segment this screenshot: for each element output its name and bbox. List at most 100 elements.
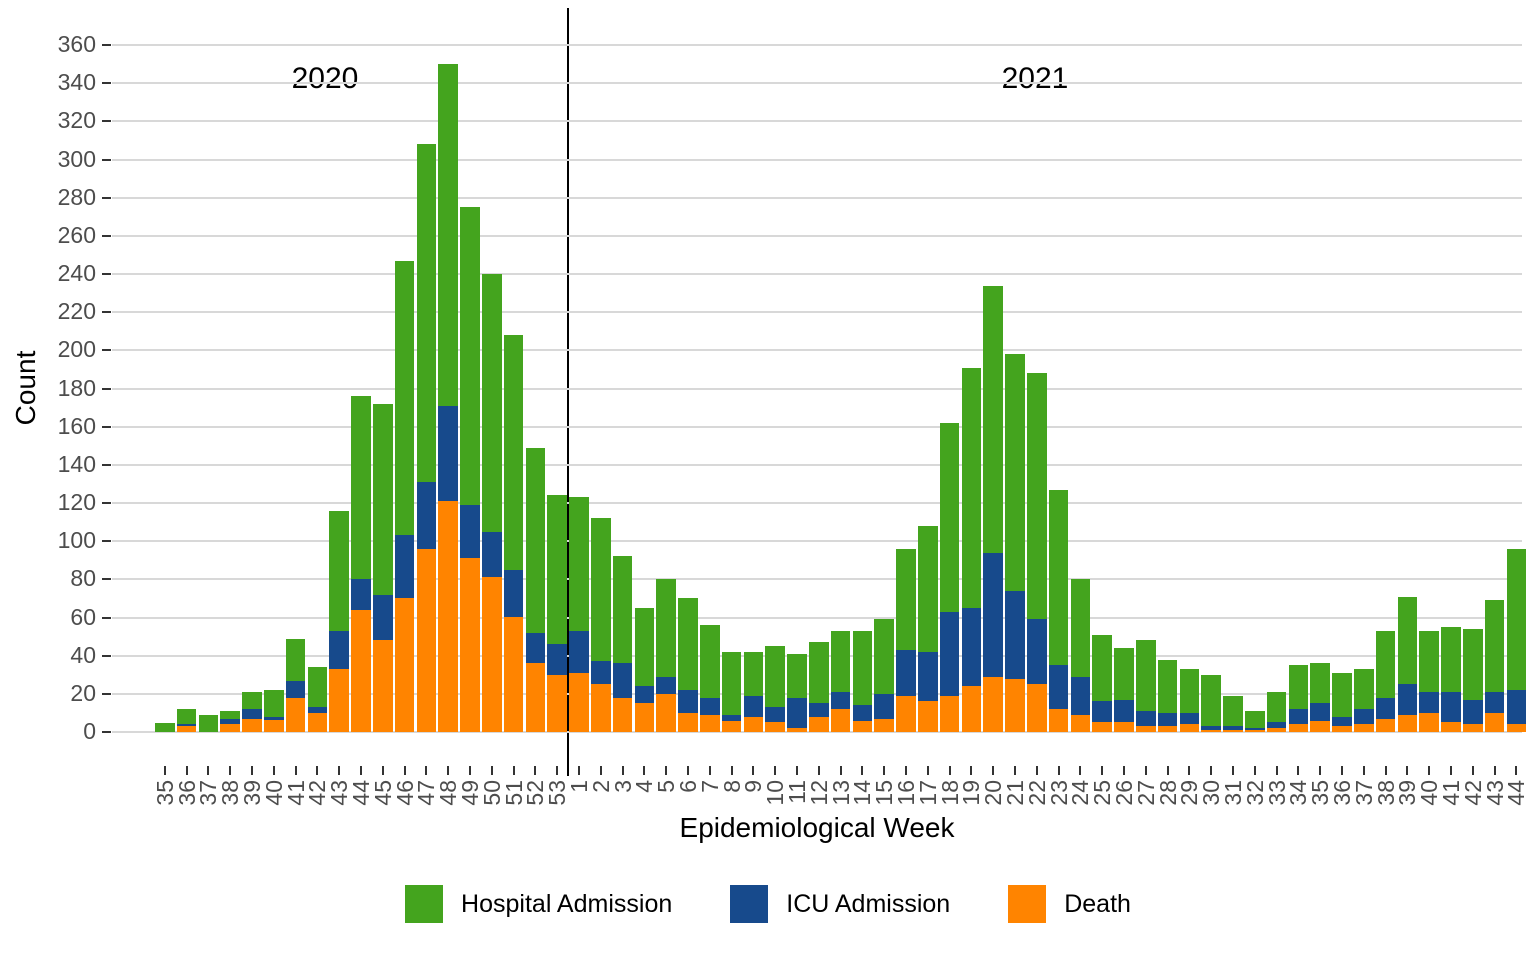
icu-admission-segment: [1245, 728, 1265, 731]
death-segment: [830, 709, 851, 732]
bar-2021-w34: [1288, 665, 1309, 732]
y-tick-label-20: 20: [70, 679, 96, 706]
hospital-admission-segment: [482, 274, 502, 532]
gridline-y-260: [112, 234, 1522, 237]
death-segment: [700, 714, 720, 732]
bar-2021-w30: [1201, 674, 1221, 732]
death-segment: [438, 501, 458, 732]
legend-swatch-2: [1008, 885, 1047, 923]
icu-admission-segment: [1310, 703, 1330, 721]
icu-admission-segment: [1136, 710, 1156, 727]
hospital-admission-segment: [1354, 669, 1374, 710]
y-tick-340: [102, 82, 111, 85]
death-segment: [1397, 714, 1418, 732]
y-tick-label-300: 300: [57, 145, 96, 172]
bar-2021-w24: [1070, 579, 1091, 732]
hospital-admission-segment: [1245, 711, 1265, 729]
x-tick-2021-w38: [1384, 766, 1387, 775]
icu-admission-segment: [264, 716, 284, 721]
bar-2021-w43: [1484, 600, 1505, 732]
hospital-admission-segment: [1092, 634, 1112, 702]
icu-admission-segment: [285, 680, 306, 698]
x-tick-2021-w42: [1471, 766, 1474, 775]
x-tick-2021-w43: [1493, 766, 1496, 775]
death-segment: [787, 728, 807, 732]
bar-2021-w42: [1463, 629, 1483, 732]
bar-2021-w38: [1375, 630, 1396, 732]
death-segment: [1027, 684, 1047, 732]
death-segment: [264, 720, 284, 732]
hospital-admission-segment: [1484, 600, 1505, 692]
y-tick-label-340: 340: [57, 69, 96, 96]
death-segment: [176, 726, 197, 732]
legend-item-hospital-admission: Hospital Admission: [405, 885, 672, 923]
x-tick-2021-w12: [817, 766, 820, 775]
bar-2021-w5: [656, 579, 676, 732]
hospital-admission-segment: [242, 691, 262, 710]
y-tick-140: [102, 463, 111, 466]
death-segment: [1201, 730, 1221, 732]
y-tick-label-60: 60: [70, 603, 96, 630]
bar-2021-w20: [983, 285, 1003, 733]
x-tick-2020-w49: [469, 766, 471, 775]
icu-admission-segment: [460, 504, 480, 559]
hospital-admission-segment: [678, 598, 698, 690]
death-segment: [1223, 729, 1243, 732]
x-tick-2021-w14: [861, 766, 864, 775]
death-segment: [1441, 722, 1461, 732]
icu-admission-segment: [787, 697, 807, 729]
x-tick-2020-w44: [360, 766, 362, 775]
icu-admission-segment: [1114, 699, 1134, 723]
bar-2021-w21: [1005, 354, 1025, 732]
legend-item-icu-admission: ICU Admission: [730, 885, 950, 923]
bar-2021-w27: [1136, 640, 1156, 732]
death-segment: [918, 701, 938, 732]
bar-2021-w36: [1332, 672, 1352, 732]
x-tick-2021-w29: [1188, 766, 1191, 775]
gridline-y-220: [112, 311, 1522, 314]
icu-admission-segment: [176, 724, 197, 727]
x-tick-2020-w51: [512, 766, 515, 775]
icu-admission-segment: [1484, 691, 1505, 713]
legend-swatch-1: [730, 885, 769, 923]
x-tick-2021-w16: [905, 766, 907, 775]
icu-admission-segment: [678, 689, 698, 713]
gridline-y-60: [112, 616, 1522, 619]
x-tick-2021-w30: [1210, 766, 1213, 775]
bar-2020-w40: [264, 690, 284, 732]
bar-2021-w14: [852, 630, 873, 732]
bar-2021-w13: [830, 630, 851, 732]
icu-admission-segment: [1048, 665, 1069, 710]
death-segment: [1092, 722, 1112, 732]
gridline-y-100: [112, 540, 1522, 543]
bar-2020-w35: [155, 722, 175, 732]
hospital-admission-segment: [634, 608, 655, 687]
death-segment: [1266, 728, 1287, 732]
hospital-admission-segment: [373, 403, 393, 595]
hospital-admission-segment: [1223, 695, 1243, 727]
hospital-admission-segment: [1506, 548, 1527, 690]
x-tick-2021-w27: [1144, 766, 1147, 775]
bar-2020-w46: [394, 260, 415, 732]
icu-admission-segment: [656, 676, 676, 694]
death-segment: [220, 724, 240, 732]
death-segment: [1332, 726, 1352, 732]
x-tick-2021-w28: [1166, 766, 1169, 775]
x-tick-2021-w37: [1362, 766, 1365, 775]
bar-2021-w39: [1397, 596, 1418, 733]
death-segment: [1048, 709, 1069, 732]
gridline-y-120: [112, 502, 1522, 504]
death-segment: [721, 720, 742, 732]
icu-admission-segment: [1419, 691, 1439, 713]
x-tick-2021-w25: [1101, 766, 1104, 775]
x-axis-title: Epidemiological Week: [679, 812, 955, 843]
bar-2020-w48: [438, 64, 458, 732]
x-tick-2021-w3: [621, 766, 624, 775]
gridline-y-360: [112, 44, 1522, 46]
gridline-y-80: [112, 578, 1522, 581]
bar-2020-w45: [373, 403, 393, 732]
hospital-admission-segment: [1157, 659, 1178, 713]
hospital-admission-segment: [329, 510, 349, 631]
death-segment: [678, 712, 698, 732]
